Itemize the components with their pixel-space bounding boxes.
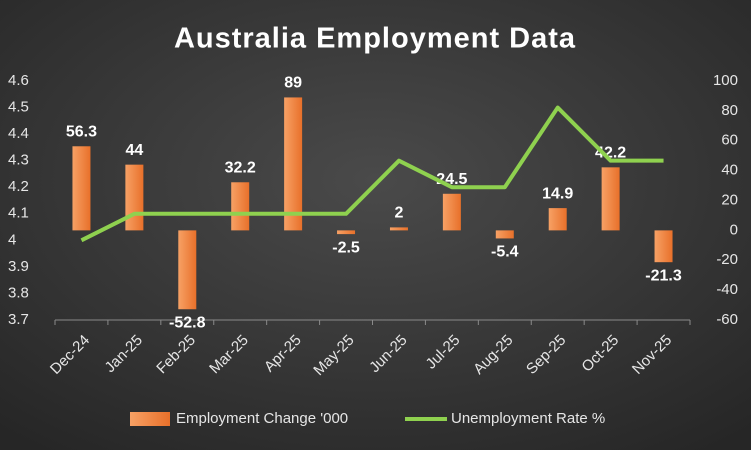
- line: [80, 105, 664, 243]
- data-label: 32.2: [225, 159, 256, 176]
- bar: [125, 164, 144, 231]
- legend-label: Employment Change '000: [176, 410, 348, 427]
- y2-tick-label: -40: [716, 281, 738, 298]
- bar: [601, 167, 620, 231]
- y-tick-label: 4.3: [8, 152, 29, 169]
- y-tick-label: 3.7: [8, 311, 29, 328]
- y-tick-label: 3.8: [8, 284, 29, 301]
- legend-swatch: [130, 412, 170, 426]
- bar: [389, 227, 408, 231]
- data-label: -5.4: [491, 244, 519, 261]
- y2-tick-label: 100: [713, 72, 738, 89]
- bar: [337, 230, 356, 235]
- bar: [495, 230, 514, 239]
- bar: [442, 193, 461, 231]
- data-label: -2.5: [332, 239, 360, 256]
- bar: [284, 97, 303, 231]
- data-label: -52.8: [169, 314, 206, 331]
- y2-tick-label: 20: [721, 191, 738, 208]
- data-label: 2: [395, 205, 404, 222]
- bar: [231, 182, 250, 231]
- y2-tick-label: 40: [721, 162, 738, 179]
- data-label: 44: [125, 142, 143, 159]
- y2-tick-label: 80: [721, 102, 738, 119]
- data-label: 14.9: [542, 185, 573, 202]
- y2-tick-label: -20: [716, 251, 738, 268]
- y2-tick-label: 60: [721, 132, 738, 149]
- y-tick-label: 3.9: [8, 258, 29, 275]
- data-label: 56.3: [66, 123, 97, 140]
- legend-label: Unemployment Rate %: [451, 410, 605, 427]
- y2-tick-label: -60: [716, 311, 738, 328]
- y2-tick-label: 0: [730, 221, 738, 238]
- y-tick-label: 4.6: [8, 72, 29, 89]
- data-label: 42.2: [595, 145, 626, 162]
- data-label: -21.3: [645, 267, 682, 284]
- bar: [178, 230, 197, 310]
- y-tick-label: 4.2: [8, 178, 29, 195]
- bar: [72, 146, 91, 231]
- bar: [548, 208, 567, 231]
- y-tick-label: 4.4: [8, 125, 29, 142]
- y-tick-label: 4.1: [8, 205, 29, 222]
- chart-title: Australia Employment Data: [174, 23, 576, 55]
- y-tick-label: 4.5: [8, 99, 29, 116]
- y-tick-label: 4: [8, 231, 16, 248]
- bar: [654, 230, 673, 263]
- data-label: 89: [284, 75, 302, 92]
